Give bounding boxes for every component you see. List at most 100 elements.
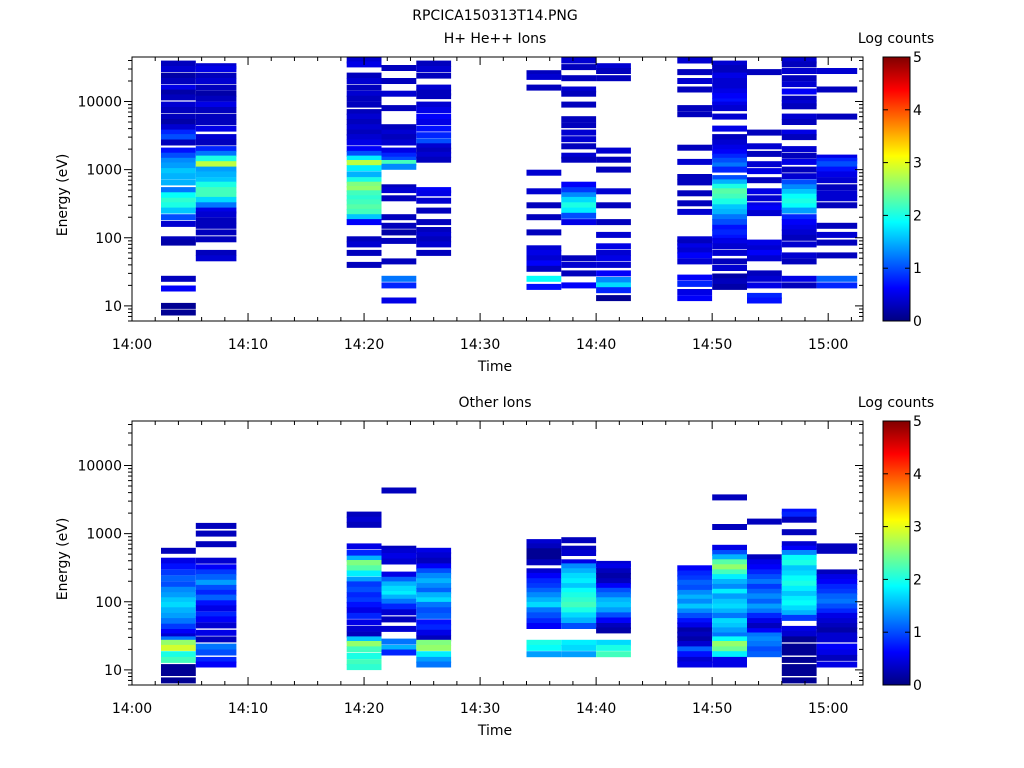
heatmap-cell [195,605,237,612]
colorbar-ticks: 0 1 2 3 4 5 [883,414,922,694]
heatmap-cell [677,174,713,180]
heatmap-cell [526,169,562,176]
heatmap-cell [816,543,858,550]
heatmap-cell [712,113,747,120]
heatmap-cell [781,189,817,195]
heatmap-cell [712,88,747,95]
heatmap-cell [712,125,747,132]
heatmap-cell [712,646,747,653]
heatmap-cell [381,649,417,656]
heatmap-cell [561,578,597,585]
heatmap-cell [747,603,782,610]
heatmap-cell [561,563,597,570]
heatmap-cell [346,95,382,102]
heatmap-cell [346,181,382,188]
heatmap-cell [677,661,713,668]
heatmap-cell [677,69,713,76]
heatmap-cell [596,583,631,590]
heatmap-cell [747,583,782,590]
heatmap-cell [161,285,196,292]
heatmap-cell [416,125,452,132]
heatmap-cell [381,581,417,588]
heatmap-cell [526,583,562,590]
heatmap-cell [195,217,237,224]
heatmap-cell [677,144,713,151]
heatmap-cell [195,113,237,120]
heatmap-cell [677,618,713,625]
heatmap-cell [561,187,597,194]
heatmap-cell [195,589,237,596]
heatmap-cell [712,559,747,566]
heatmap-cell [816,583,858,590]
heatmap-cell [677,208,713,215]
y-tick-label: 10 [104,663,122,679]
heatmap-cell [416,101,452,108]
plot-frame [131,56,864,322]
heatmap-cell [195,629,237,636]
heatmap-cell [747,636,782,643]
heatmap-cell [416,607,452,614]
heatmap-cell [747,270,782,277]
heatmap-cell [712,98,747,105]
heatmap-cell [561,587,597,594]
heatmap-cell [596,563,631,570]
heatmap-cell [712,93,747,100]
heatmap-cell [346,241,382,248]
heatmap-cell [781,146,817,153]
heatmap-cell [712,144,747,151]
heatmap-cell [561,559,597,566]
heatmap-cell [747,574,782,581]
heatmap-cell [561,202,597,209]
heatmap-cell [747,168,782,175]
heatmap-cell [346,521,382,528]
heatmap-cell [161,72,196,79]
heatmap-cell [346,592,382,599]
heatmap-cell [561,152,597,159]
heatmap-cell [381,229,417,236]
heatmap-cell [712,273,747,280]
heatmap-cell [781,103,817,110]
heatmap-cell [416,236,452,243]
heatmap-cell [747,69,782,76]
heatmap-cell [781,664,817,671]
heatmap-cell [596,617,631,624]
heatmap-cell [677,622,713,629]
heatmap-cell [526,260,562,267]
heatmap-cell [781,529,817,536]
heatmap-cell [195,656,237,663]
heatmap-cell [416,156,452,163]
heatmap-cell [561,568,597,575]
colorbar-tick-label: 4 [913,103,922,119]
heatmap-cell [712,569,747,576]
heatmap-cell [747,188,782,195]
heatmap-cell [195,181,237,188]
heatmap-cell [161,101,196,108]
heatmap-cell [346,186,382,192]
heatmap-cell [561,196,597,203]
heatmap-cell [346,171,382,178]
heatmap-cell [677,258,713,265]
heatmap-cell [416,624,452,631]
heatmap-cell [526,607,562,614]
heatmap-cell [712,627,747,634]
heatmap-cell [195,84,237,91]
heatmap-cell [346,177,382,184]
heatmap-cell [781,580,817,587]
colorbar-tick-label: 2 [913,208,922,224]
heatmap-cell [747,195,782,202]
heatmap-cell [816,574,858,581]
heatmap-cell [677,105,713,112]
heatmap-cell [346,560,382,566]
heatmap-cell [161,302,196,309]
colorbar-tick-label: 2 [913,572,922,588]
heatmap-cell [747,569,782,576]
heatmap-cell [161,586,196,593]
heatmap-cell [416,572,452,579]
heatmap-cell [526,559,562,566]
heatmap-cell [161,157,196,164]
heatmap-cell [816,636,858,643]
heatmap-cell [747,641,782,647]
heatmap-cell [526,601,562,608]
heatmap-cell [816,184,858,191]
heatmap-cell [416,612,452,619]
